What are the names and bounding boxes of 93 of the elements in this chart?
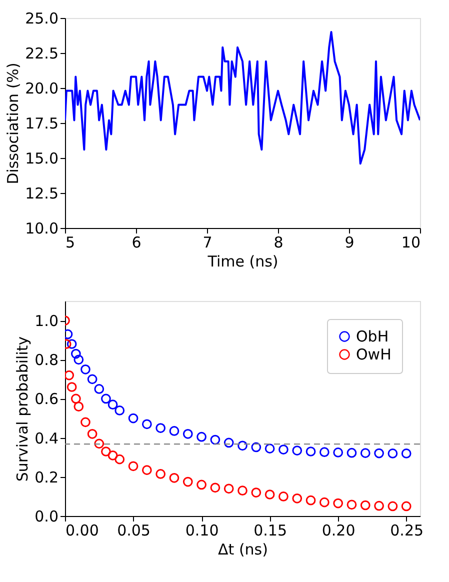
point bbox=[142, 465, 152, 475]
point bbox=[114, 454, 125, 464]
point bbox=[360, 448, 370, 458]
point bbox=[264, 444, 275, 454]
point bbox=[238, 486, 248, 496]
point bbox=[108, 450, 118, 460]
x-tick-label: 0.00 bbox=[66, 522, 99, 540]
point bbox=[114, 406, 125, 416]
x-tick-label: 0.20 bbox=[322, 522, 356, 540]
point bbox=[346, 448, 357, 458]
y-tick-label: 10.0 bbox=[25, 220, 58, 238]
point bbox=[156, 469, 166, 479]
x-axis-title: Δt (ns) bbox=[218, 540, 268, 558]
point bbox=[94, 384, 104, 394]
y-tick-label: 20.0 bbox=[25, 80, 58, 98]
point bbox=[80, 364, 90, 374]
y-tick-label: 12.5 bbox=[25, 184, 58, 202]
x-tick-label: 6 bbox=[132, 234, 142, 252]
point bbox=[319, 497, 330, 508]
point bbox=[360, 500, 370, 510]
point bbox=[65, 370, 74, 380]
point bbox=[169, 426, 180, 436]
point bbox=[66, 339, 77, 349]
point bbox=[80, 417, 90, 428]
point bbox=[169, 472, 180, 483]
point bbox=[210, 434, 220, 445]
y-tick-label: 0.8 bbox=[34, 351, 58, 370]
point bbox=[333, 498, 344, 508]
x-tick-label: 9 bbox=[344, 234, 354, 252]
y-tick-label: 1.0 bbox=[34, 312, 58, 330]
line-series bbox=[65, 31, 420, 165]
point bbox=[251, 442, 262, 452]
point bbox=[74, 354, 84, 365]
point bbox=[142, 419, 152, 430]
point bbox=[196, 480, 206, 490]
point bbox=[238, 440, 248, 451]
x-tick-label: 8 bbox=[274, 234, 284, 252]
point bbox=[251, 488, 262, 498]
point bbox=[156, 423, 166, 433]
point bbox=[74, 402, 84, 412]
point bbox=[108, 400, 118, 410]
point bbox=[87, 428, 98, 439]
point bbox=[70, 348, 81, 359]
x-tick-label: 0.05 bbox=[117, 522, 150, 540]
x-axis-title: Time (ns) bbox=[206, 252, 278, 270]
point bbox=[87, 374, 98, 384]
point bbox=[128, 461, 138, 472]
point bbox=[401, 501, 412, 512]
point bbox=[388, 448, 398, 458]
x-tick-label: 7 bbox=[202, 234, 212, 252]
x-tick-label: 10 bbox=[401, 234, 420, 252]
point bbox=[278, 444, 288, 454]
point bbox=[101, 446, 111, 456]
point bbox=[128, 413, 138, 424]
x-tick-label: 0.15 bbox=[254, 522, 288, 540]
legend-label: OwH bbox=[356, 346, 392, 364]
y-axis-title: Survival probability bbox=[14, 336, 32, 482]
y-axis-title: Dissociation (%) bbox=[4, 62, 22, 184]
point bbox=[346, 500, 357, 510]
point bbox=[264, 490, 275, 500]
point bbox=[182, 476, 193, 487]
y-tick-label: 0.0 bbox=[34, 508, 58, 526]
y-tick-label: 0.2 bbox=[34, 468, 58, 486]
point bbox=[66, 382, 77, 392]
point bbox=[388, 501, 398, 512]
point bbox=[306, 495, 316, 506]
point bbox=[319, 447, 330, 458]
point bbox=[374, 500, 384, 511]
point bbox=[70, 394, 81, 404]
point bbox=[94, 438, 104, 449]
point bbox=[182, 428, 193, 439]
point bbox=[292, 446, 302, 456]
point bbox=[292, 493, 302, 504]
point bbox=[210, 482, 220, 493]
y-tick-label: 15.0 bbox=[25, 150, 58, 168]
point bbox=[374, 448, 384, 458]
x-tick-label: 0.25 bbox=[390, 522, 424, 540]
point bbox=[196, 432, 206, 442]
x-tick-label: 0.10 bbox=[185, 522, 219, 540]
y-tick-label: 17.5 bbox=[25, 114, 58, 132]
point bbox=[101, 394, 111, 404]
x-tick-label: 5 bbox=[66, 234, 76, 252]
point bbox=[278, 492, 288, 502]
legend-label: ObH bbox=[356, 328, 389, 346]
point bbox=[401, 448, 412, 458]
y-tick-label: 22.5 bbox=[25, 44, 58, 62]
y-tick-label: 25.0 bbox=[25, 10, 58, 28]
y-tick-label: 0.6 bbox=[34, 390, 58, 408]
point bbox=[333, 448, 344, 458]
point bbox=[224, 438, 234, 448]
point bbox=[306, 446, 316, 456]
y-tick-label: 0.4 bbox=[34, 429, 58, 448]
point bbox=[224, 484, 234, 494]
